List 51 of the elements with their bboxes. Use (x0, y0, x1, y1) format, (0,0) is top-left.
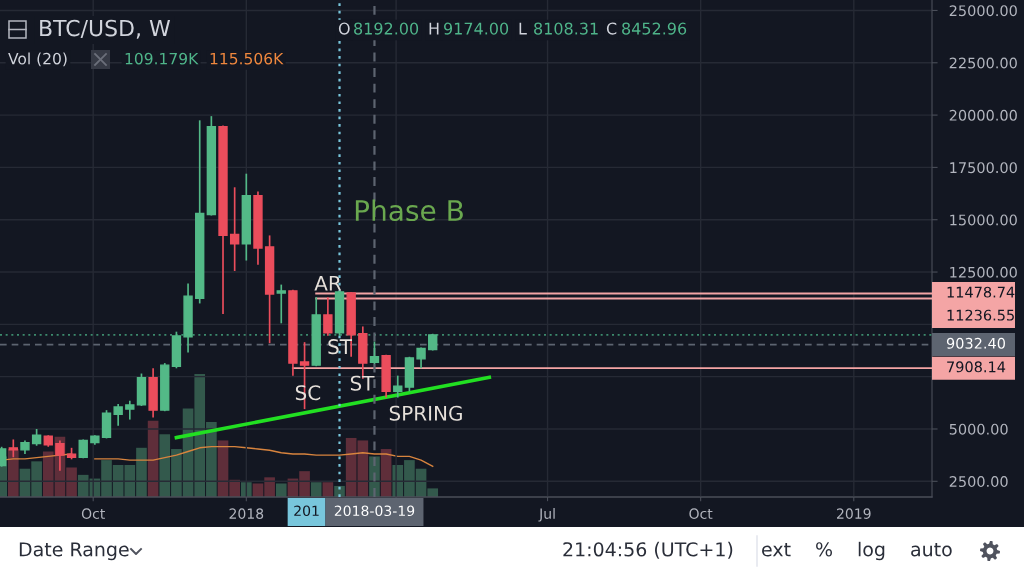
annotation: AR (314, 275, 342, 291)
text: ext (762, 542, 791, 557)
candlestick (276, 283, 286, 325)
annotation: Phase B (355, 199, 463, 222)
y-tick-label: 25000.00 (949, 5, 1017, 17)
y-tick-label: 15000.00 (950, 214, 1017, 226)
annotation: L (519, 22, 527, 35)
annotation: 115.506K (210, 52, 284, 65)
data-label: 7908.14 (947, 361, 1006, 373)
y-tick-label: 20000.00 (949, 109, 1017, 121)
annotation: 8452.96 (622, 22, 687, 35)
text: BTC/USD, W (40, 19, 171, 39)
annotation: 109.179K (125, 52, 199, 65)
annotation: 8192.00 (354, 22, 419, 35)
annotation: C (606, 22, 617, 35)
candlestick (369, 340, 380, 365)
text: Date Range (19, 542, 129, 561)
text: 21:04:56 (UTC+1) (563, 541, 733, 559)
data-label: 11478.74 (947, 286, 1015, 298)
y-tick-label: 12500.00 (950, 266, 1017, 278)
data-label: 11236.55 (947, 309, 1014, 321)
y-tick-label: 22500.00 (949, 57, 1017, 69)
x-tick-label: 2019 (836, 508, 871, 519)
candlestick (229, 186, 240, 272)
text: % (816, 542, 832, 557)
ref-line-label: 201 (294, 505, 319, 517)
candlestick (416, 346, 426, 370)
candlestick (113, 403, 123, 427)
annotation: 9174.00 (444, 22, 509, 35)
annotation: SPRING (389, 405, 462, 421)
candlestick (393, 374, 403, 399)
y-tick-label: 5000.00 (949, 423, 1008, 435)
y-tick-label: 2500.00 (949, 476, 1008, 488)
x-tick-label: Oct (81, 508, 105, 519)
candlestick (323, 296, 333, 337)
candlestick (125, 399, 135, 421)
bar (310, 482, 322, 497)
text: log (858, 541, 885, 561)
annotation: 8108.31 (534, 22, 598, 35)
chart-title: Vol (20) (8, 52, 67, 67)
x-tick-label: Oct (689, 508, 713, 519)
ref-line-label: 9032.40 (946, 337, 1005, 349)
x-tick-label: Jul (538, 508, 555, 522)
ref-line-label: 2018-03-19 (334, 505, 415, 517)
x-tick-label: 2018 (229, 508, 264, 519)
y-tick-label: 17500.00 (950, 162, 1017, 174)
annotation: O (338, 22, 350, 35)
text: auto (911, 542, 952, 557)
annotation: H (429, 22, 439, 35)
bar (275, 483, 287, 497)
annotation: ST (350, 375, 375, 391)
